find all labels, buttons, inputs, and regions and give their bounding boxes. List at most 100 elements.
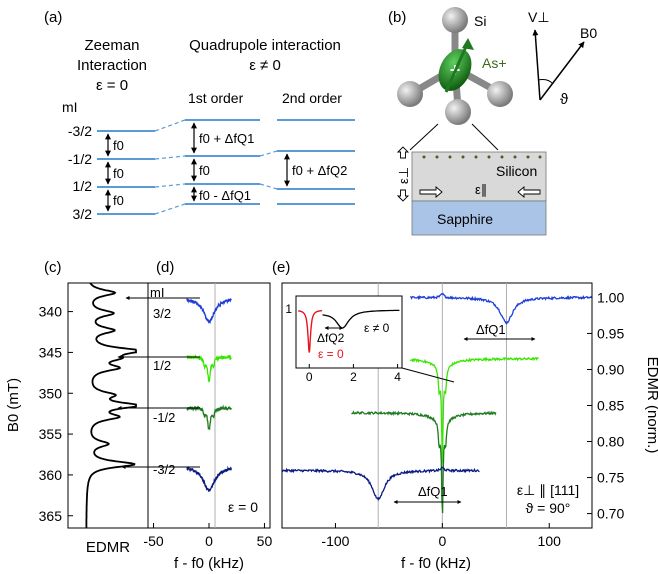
d-xtick-label: 50 [257,533,273,549]
c-ytick-label: 365 [39,508,63,524]
transition-arrows [105,122,290,212]
e-ytick-label: 0.75 [597,470,624,486]
level-label: 3/2 [73,206,93,222]
inset-eps-nonzero: ε ≠ 0 [364,321,390,335]
inset-dfq2-label: ΔfQ2 [317,331,345,345]
inset-xtick-label: 4 [394,370,401,384]
inset-eps-zero: ε = 0 [318,347,344,361]
panel-b-label: (b) [388,9,406,26]
e-dfq1-top: ΔfQ1 [463,322,536,341]
quad-title-2: ε ≠ 0 [249,57,281,74]
panel-a-label: (a) [44,9,62,26]
d-row-label: 1/2 [153,358,171,373]
level-label: 1/2 [73,178,93,194]
e-xlabel: f - f0 (kHz) [401,555,471,572]
f0-plus-q1-label: f0 + ΔfQ1 [199,131,254,146]
d-row-label: 3/2 [153,306,171,321]
d-curve--1/2 [186,404,232,431]
f0-plus-q2-label: f0 + ΔfQ2 [292,163,347,178]
d-curve-1/2 [186,354,232,383]
e-ytick-label: 0.70 [597,506,624,522]
e-curve-3/2 [410,292,593,325]
d-eps-label: ε = 0 [228,499,258,515]
inset-curve-eps-nonzero [322,309,400,329]
e-dfq1-label: ΔfQ1 [418,484,448,499]
strain-down-arrow [396,189,410,202]
zeeman-title-3: ε = 0 [96,77,128,94]
c-ytick-label: 350 [39,385,63,401]
inset-curve-eps-zero [298,309,323,353]
eps-par-label: ε∥ [475,182,487,197]
f0-label: f0 [113,193,124,208]
inset-xticks: 0 2 4 [306,364,401,384]
e-ytick-label: 0.95 [597,325,624,341]
inset-pointer [401,367,455,383]
panel-e: (e) -100 0 100 1.00 0.95 0.90 0.85 0.80 0.75 0.7… [272,259,658,572]
inset-curves [298,309,400,353]
sapphire-label: Sapphire [437,211,493,227]
d-mi-label: mI [150,285,164,300]
e-curve-1/2 [409,356,539,464]
c-ylabel: B0 (mT) [5,378,22,432]
d-xticks: -50 0 50 [143,523,272,549]
d-xtick-label: 0 [205,533,213,549]
e-ytick-label: 0.85 [597,398,624,414]
f0-label: f0 [113,166,124,181]
inset-frame [295,295,403,369]
e-curve--3/2 [281,466,480,502]
zoom-line [471,123,499,151]
si-atom [487,81,513,107]
si-atom [442,7,468,33]
c-ytick-label: 360 [39,467,63,483]
f0-label: f0 [199,163,210,178]
e-ytick-label: 0.80 [597,434,624,450]
panel-d: (d) mI 3/2 1/2 -1/2 -3/2 ε = 0 -50 0 50 f … [117,259,272,572]
e-annotation-1: ε⊥ ∥ [111] [517,482,579,498]
sapphire-layer [411,200,547,236]
inset-xtick-label: 2 [350,370,357,384]
e-xtick-label: -100 [321,533,349,549]
level-label: -1/2 [68,151,92,167]
si-label: Si [474,13,486,29]
c-edmr-curve [85,282,137,528]
e-ytick-label: 1.00 [597,289,624,305]
level-label: -3/2 [68,123,92,139]
si-atom [445,99,471,125]
panel-e-label: (e) [272,259,290,276]
b0-label: B0 [580,25,597,41]
e-ylabel: EDMR (norm.) [644,357,658,454]
c-xlabel: EDMR [86,539,130,556]
v-perp-arrow [532,29,541,101]
eps-perp-label: ε⊥ [396,167,411,184]
second-order-label: 2nd order [282,90,342,106]
e-xtick-label: 100 [538,533,562,549]
zoom-line [409,123,439,151]
panel-a: (a) Zeeman Interaction ε = 0 Quadrupole … [44,9,355,222]
donor-dots [422,155,542,159]
inset-ytick: 1 [285,302,292,316]
e-curve--1/2 [351,410,497,514]
strain-up-arrow [396,146,410,159]
c-ytick-label: 340 [39,304,63,320]
inset-xtick-label: 0 [306,370,313,384]
spin-arrow [444,41,470,93]
f0-label: f0 [113,138,124,153]
e-yticks: 1.00 0.95 0.90 0.85 0.80 0.75 0.70 [587,289,624,522]
d-row-label: -3/2 [153,462,175,477]
f0-minus-q1-label: f0 - ΔfQ1 [199,188,251,203]
e-curves [281,292,593,514]
e-xtick-label: 0 [438,533,446,549]
e-dfq1-label: ΔfQ1 [476,322,506,337]
b0-arrow [539,41,585,101]
level-connectors [154,119,278,215]
first-order-label: 1st order [188,90,244,106]
strain-right-arrow [419,186,443,198]
quad-title-1: Quadrupole interaction [189,37,341,54]
as-label: As+ [482,55,507,71]
d-curve-3/2 [186,297,232,325]
panel-d-label: (d) [156,259,174,276]
e-dfq1-bottom: ΔfQ1 [393,484,462,504]
d-pointer-arrows [117,296,200,469]
strain-left-arrow [517,186,541,198]
